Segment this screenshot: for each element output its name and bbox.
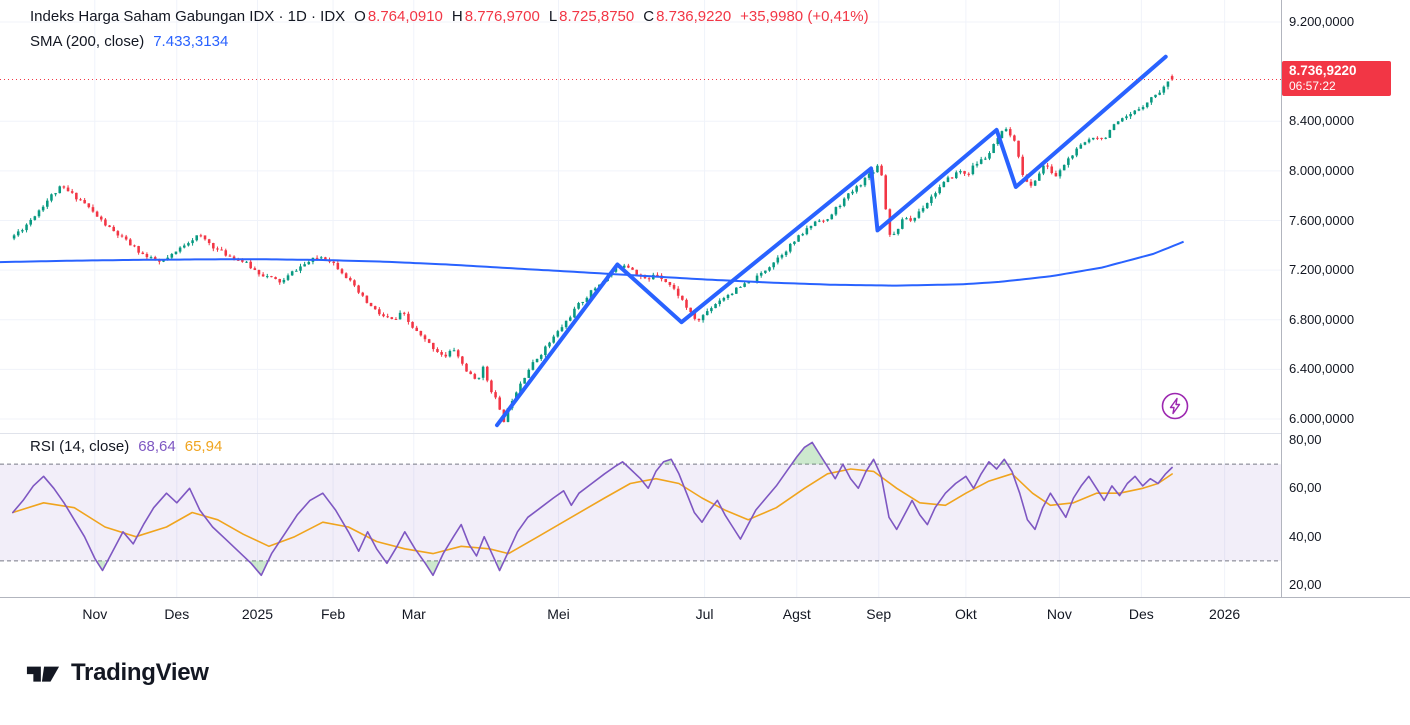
rsi-line	[12, 441, 1173, 577]
rsi-value: 68,64	[138, 438, 176, 455]
price-axis-label: 7.600,0000	[1289, 212, 1355, 228]
time-axis-label: 2026	[1209, 606, 1241, 622]
rsi-axis-label: 60,00	[1289, 480, 1322, 496]
rsi-label: RSI (14, close)	[30, 438, 130, 455]
tradingview-logo[interactable]: TradingView	[24, 658, 209, 688]
price-axis-label: 9.200,0000	[1289, 14, 1355, 29]
ohlc-open: O 8.764,0910	[354, 8, 443, 25]
time-axis-label: Des	[1128, 606, 1154, 622]
instant-trading-lightning-icon[interactable]	[1160, 391, 1190, 421]
time-axis-label: Sep	[866, 606, 892, 622]
rsi-axis-label: 80,00	[1289, 432, 1322, 447]
time-axis-label: Okt	[954, 606, 977, 622]
time-axis-label: Mar	[401, 606, 426, 622]
rsi-axis-label: 20,00	[1289, 577, 1322, 592]
tradingview-logo-mark	[26, 666, 60, 682]
price-axis-label: 6.800,0000	[1289, 311, 1355, 327]
ohlc-high: H 8.776,9700	[451, 8, 540, 25]
rsi-ma-value: 65,94	[184, 438, 223, 455]
change-value: +35,9980 (+0,41%)	[740, 8, 869, 25]
trend-line-drawing[interactable]	[495, 54, 1168, 428]
price-axis-label: 6.400,0000	[1289, 361, 1355, 377]
rsi-legend[interactable]: RSI (14, close) 68,64 65,94	[30, 438, 222, 455]
ohlc-low: L 8.725,8750	[548, 8, 635, 25]
symbol-legend[interactable]: Indeks Harga Saham Gabungan IDX · 1D · I…	[30, 8, 869, 25]
time-axis-label: Feb	[320, 606, 346, 622]
main-pane	[0, 54, 1281, 428]
sma-legend[interactable]: SMA (200, close) 7.433,3134	[30, 33, 228, 50]
rsi-oversold-fill	[497, 560, 503, 571]
time-axis-label: Nov	[82, 606, 108, 622]
price-axis-label: 8.000,0000	[1289, 162, 1355, 178]
time-axis-label: 2025	[241, 606, 274, 622]
price-axis-label: 7.200,0000	[1289, 262, 1355, 278]
time-axis-label: Agst	[782, 606, 811, 622]
time-axis-label: Des	[164, 606, 190, 622]
price-axis-label: 6.000,0000	[1289, 411, 1355, 426]
time-axis-label: Nov	[1046, 606, 1072, 622]
rsi-overbought-fill	[791, 442, 825, 465]
sma-value: 7.433,3134	[153, 33, 229, 50]
time-axis-label: Mei	[547, 606, 570, 622]
rsi-ma-line	[12, 468, 1173, 555]
rsi-axis-label: 40,00	[1289, 528, 1322, 544]
tradingview-logo-text: TradingView	[71, 659, 209, 686]
sma-200-line	[0, 240, 1184, 287]
symbol-title: Indeks Harga Saham Gabungan IDX · 1D · I…	[30, 8, 346, 25]
last-price-badge: 8.736,9220 06:57:22	[1282, 61, 1391, 97]
countdown-timer: 06:57:22	[1289, 79, 1336, 94]
price-axis-label: 8.400,0000	[1289, 113, 1355, 129]
rsi-oversold-fill	[425, 560, 439, 576]
price-scale[interactable]: 8.736,9220 06:57:22 9.200,0000 8.400,0000…	[1281, 0, 1410, 597]
sma-label: SMA (200, close)	[30, 33, 145, 50]
rsi-overbought-fill	[1001, 459, 1007, 465]
chart-canvas[interactable]	[0, 0, 1281, 597]
last-price: 8.736,9220	[1289, 63, 1357, 79]
time-axis-label: Jul	[695, 606, 714, 622]
ohlc-close: C 8.736,9220	[643, 8, 732, 25]
time-axis[interactable]: Nov Des 2025 Feb Mar Mei Jul Agst Sep Okt Nov Des 20…	[0, 597, 1410, 634]
